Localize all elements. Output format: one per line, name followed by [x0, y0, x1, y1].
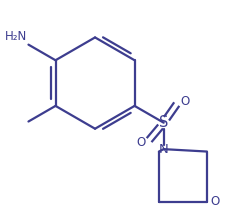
Text: N: N	[158, 143, 168, 156]
Text: H₂N: H₂N	[5, 30, 27, 43]
Text: O: O	[135, 136, 145, 149]
Text: O: O	[210, 196, 219, 208]
Text: S: S	[158, 115, 168, 130]
Text: O: O	[180, 95, 189, 108]
